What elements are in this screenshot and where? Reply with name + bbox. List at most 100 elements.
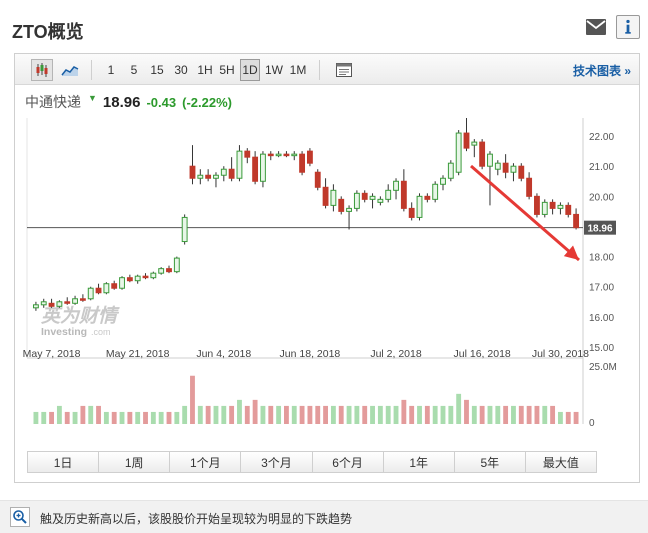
candle-body (72, 298, 78, 304)
candle-body (479, 141, 486, 167)
volume-bar (229, 405, 235, 424)
x-tick-label: May 7, 2018 (23, 348, 81, 360)
current-price-tag (584, 220, 616, 235)
candle-body (346, 207, 352, 212)
current-price-label: 18.96 (587, 224, 612, 235)
candle-body (252, 156, 259, 182)
caption-bar: 触及历史新高以后，该股股价开始呈现较为明显的下跌趋势 (0, 500, 648, 533)
watermark-main: 英为财情 (41, 305, 120, 327)
range-5y[interactable]: 5年 (454, 452, 526, 472)
volume-bar (518, 405, 524, 424)
volume-bar (49, 411, 54, 424)
volume-bar (456, 393, 462, 424)
y-tick-label: 17.00 (589, 283, 614, 294)
candle-body (573, 213, 580, 229)
period-1d[interactable]: 1D (240, 59, 260, 81)
x-tick-label: Jul 30, 2018 (532, 348, 589, 360)
price-chart[interactable]: 22.00 21.00 20.00 18.00 17.00 16.00 15.00 May 7… (15, 54, 639, 449)
candle-body (518, 165, 525, 179)
candle-body (377, 198, 384, 203)
candle-body (111, 283, 118, 289)
candle-body (463, 132, 470, 149)
candlestick-chart-icon[interactable] (31, 59, 53, 81)
candle-body (64, 301, 71, 304)
range-1d[interactable]: 1日 (28, 452, 100, 472)
fullscreen-icon[interactable] (333, 59, 355, 81)
volume-bar (440, 405, 446, 424)
volume-bar (103, 411, 109, 424)
volume-bar (550, 405, 556, 424)
candle-body (353, 192, 360, 209)
range-1m[interactable]: 1个月 (170, 452, 242, 472)
x-tick-label: Jun 18, 2018 (280, 348, 341, 360)
candle-body (330, 189, 337, 206)
candle-body (189, 165, 196, 179)
volume-bar (424, 405, 430, 424)
zoom-in-icon[interactable] (10, 507, 30, 527)
candle-body (48, 302, 55, 307)
volume-bar (307, 405, 313, 424)
volume-bar (526, 405, 532, 424)
volume-bar (534, 405, 540, 424)
range-max[interactable]: 最大值 (525, 452, 596, 472)
volume-bar (464, 399, 469, 424)
watermark-sub-suffix: .com (91, 327, 111, 337)
y-tick-label: 20.00 (589, 192, 614, 203)
y-tick-label: 21.00 (589, 162, 614, 173)
volume-bar (503, 405, 509, 424)
volume-bar (96, 405, 101, 424)
mail-icon[interactable] (584, 15, 608, 39)
candle-body (103, 283, 110, 294)
period-30[interactable]: 30 (174, 63, 188, 77)
chart-toolbar: 1 5 15 30 1H 5H 1D 1W 1M 技术图表 » (15, 54, 639, 85)
volume-bar (417, 405, 422, 424)
period-1w[interactable]: 1W (265, 63, 283, 77)
volume-bar (158, 411, 164, 424)
volume-bar (205, 405, 211, 424)
range-1y[interactable]: 1年 (383, 452, 455, 472)
period-1h[interactable]: 1H (197, 63, 213, 77)
candle-body (197, 174, 204, 179)
candle-body (534, 195, 540, 215)
period-1[interactable]: 1 (107, 63, 115, 77)
candle-body (267, 153, 274, 157)
candle-body (338, 198, 345, 212)
technical-chart-link[interactable]: 技术图表 » (572, 64, 631, 78)
period-5h[interactable]: 5H (219, 63, 235, 77)
volume-bar (64, 411, 70, 424)
candle-body (150, 272, 157, 279)
trend-arrow-head (563, 245, 579, 260)
candle-body (173, 257, 180, 273)
volume-bar (385, 405, 391, 424)
range-6m[interactable]: 6个月 (312, 452, 384, 472)
volume-bar (362, 405, 368, 424)
area-chart-icon[interactable] (59, 59, 81, 81)
candle-body (158, 268, 165, 274)
period-1m[interactable]: 1M (289, 63, 307, 77)
info-icon[interactable] (616, 15, 640, 39)
candle-body (447, 162, 454, 179)
volume-bar (487, 405, 493, 424)
candle-body (119, 277, 125, 289)
range-3m[interactable]: 3个月 (241, 452, 313, 472)
period-15[interactable]: 15 (150, 63, 164, 77)
candle-body (299, 153, 306, 173)
candle-body (205, 174, 212, 179)
volume-bar (291, 405, 297, 424)
period-5[interactable]: 5 (130, 63, 138, 77)
candle-body (95, 287, 102, 294)
volume-bar (401, 399, 407, 424)
candle-body (393, 180, 399, 191)
caption-text: 触及历史新高以后，该股股价开始呈现较为明显的下跌趋势 (40, 512, 353, 526)
range-1w[interactable]: 1周 (99, 452, 171, 472)
volume-bar (299, 405, 305, 424)
candle-body (424, 195, 431, 200)
volume-bar (276, 405, 282, 424)
volume-bar (182, 405, 188, 424)
candle-body (369, 195, 376, 200)
volume-bar (213, 405, 219, 424)
volume-bar (409, 405, 415, 424)
candle-body (220, 168, 227, 176)
volume-bar (495, 405, 501, 424)
volume-bar (252, 399, 258, 424)
